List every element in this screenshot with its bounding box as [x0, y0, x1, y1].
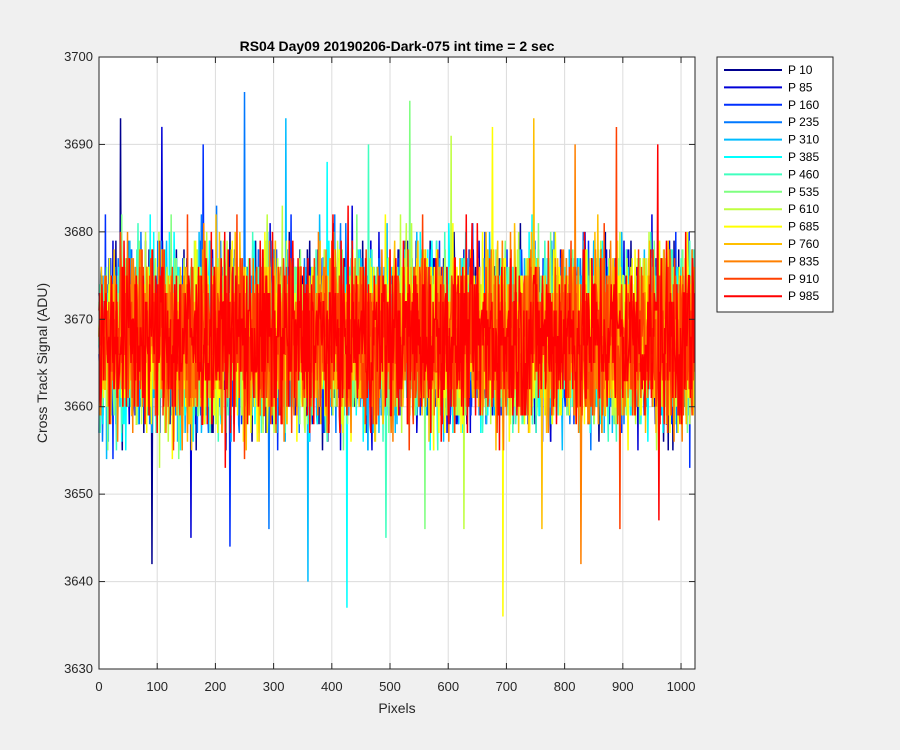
x-tick-label: 100	[146, 679, 168, 694]
y-tick-label: 3660	[64, 399, 93, 414]
legend-label: P 985	[788, 289, 819, 303]
legend-label: P 910	[788, 272, 819, 286]
x-tick-label: 900	[612, 679, 634, 694]
legend-box	[716, 56, 834, 313]
x-tick-label: 1000	[667, 679, 696, 694]
x-tick-label: 300	[263, 679, 285, 694]
y-tick-label: 3700	[64, 49, 93, 64]
x-axis-ticks: 0 100 200 300 400 500 600 700 800 900 1000	[95, 57, 695, 694]
legend-label: P 610	[788, 202, 819, 216]
y-tick-label: 3690	[64, 136, 93, 151]
legend-label: P 535	[788, 185, 819, 199]
chart-title: RS04 Day09 20190206-Dark-075 int time = …	[240, 38, 555, 54]
legend-label: P 85	[788, 80, 813, 94]
x-tick-label: 200	[205, 679, 227, 694]
x-tick-label: 800	[554, 679, 576, 694]
y-tick-label: 3650	[64, 486, 93, 501]
y-tick-label: 3680	[64, 224, 93, 239]
legend-label: P 10	[788, 63, 813, 77]
legend-label: P 235	[788, 115, 819, 129]
y-tick-label: 3670	[64, 311, 93, 326]
series-line-p-985	[98, 144, 696, 521]
legend-label: P 760	[788, 237, 819, 251]
x-tick-label: 500	[379, 679, 401, 694]
legend-label: P 685	[788, 220, 819, 234]
x-tick-label: 400	[321, 679, 343, 694]
y-tick-label: 3630	[64, 661, 93, 676]
legend-label: P 310	[788, 133, 819, 147]
legend-label: P 835	[788, 254, 819, 268]
y-tick-label: 3640	[64, 574, 93, 589]
legend-label: P 160	[788, 98, 819, 112]
x-axis-label: Pixels	[378, 700, 415, 716]
series-lines	[98, 91, 696, 617]
y-axis-ticks: 3630 3640 3650 3660 3670 3680 3690 3700	[64, 49, 695, 676]
legend: P 10 P 85 P 160 P 235 P 310 P 385 P 460 P 535 P …	[716, 56, 834, 313]
plot-frame	[98, 56, 696, 670]
x-tick-label: 600	[437, 679, 459, 694]
legend-label: P 460	[788, 167, 819, 181]
legend-label: P 385	[788, 150, 819, 164]
x-tick-label: 0	[95, 679, 102, 694]
y-axis-label: Cross Track Signal (ADU)	[34, 283, 50, 443]
x-tick-label: 700	[496, 679, 518, 694]
